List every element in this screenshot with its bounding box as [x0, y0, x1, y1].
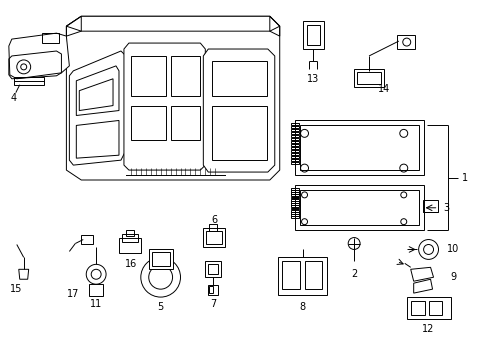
Polygon shape — [9, 33, 70, 79]
Bar — [212, 61, 267, 96]
Bar — [291, 153, 298, 155]
Bar — [203, 228, 225, 247]
Bar — [206, 231, 222, 244]
Bar — [291, 150, 298, 152]
Bar — [291, 208, 298, 210]
Bar — [357, 72, 381, 84]
Text: 10: 10 — [447, 244, 460, 255]
Bar — [411, 301, 425, 315]
Polygon shape — [203, 49, 275, 172]
Circle shape — [141, 257, 180, 297]
Bar — [42, 33, 59, 43]
Text: 3: 3 — [443, 203, 449, 213]
Bar — [152, 252, 170, 266]
Polygon shape — [124, 43, 205, 170]
Text: 17: 17 — [67, 289, 79, 299]
Bar — [291, 194, 298, 196]
Text: 5: 5 — [157, 302, 164, 312]
Polygon shape — [66, 16, 280, 180]
Text: 12: 12 — [422, 324, 435, 334]
Bar — [291, 188, 298, 190]
Bar — [291, 138, 298, 140]
Text: 16: 16 — [125, 259, 137, 269]
Bar — [291, 199, 298, 201]
Bar — [171, 56, 200, 96]
Circle shape — [418, 239, 439, 260]
Bar — [119, 238, 141, 253]
Bar — [291, 123, 298, 125]
Bar — [209, 224, 217, 231]
Bar — [149, 249, 172, 269]
Bar — [291, 216, 298, 218]
Bar — [294, 121, 424, 175]
Bar — [291, 201, 298, 203]
Bar — [305, 261, 322, 289]
Text: 1: 1 — [462, 173, 468, 183]
Bar — [291, 147, 298, 149]
Bar — [294, 185, 424, 230]
Bar — [81, 235, 93, 243]
Bar — [291, 192, 298, 194]
Text: 4: 4 — [11, 93, 17, 103]
Bar — [282, 261, 299, 289]
Bar — [126, 230, 134, 235]
Bar — [422, 200, 438, 212]
Bar — [299, 190, 418, 225]
Text: 15: 15 — [10, 284, 22, 294]
Bar — [208, 285, 218, 295]
Bar — [291, 212, 298, 214]
Bar — [354, 69, 384, 87]
Bar — [291, 141, 298, 143]
Circle shape — [348, 238, 360, 249]
Bar — [291, 126, 298, 129]
Bar — [291, 197, 298, 198]
Bar — [302, 21, 324, 49]
Polygon shape — [66, 16, 280, 31]
Bar — [307, 25, 320, 45]
Bar — [291, 135, 298, 137]
Bar — [122, 234, 138, 242]
Bar — [205, 261, 221, 277]
Text: 8: 8 — [299, 302, 306, 312]
Bar — [171, 105, 200, 140]
Bar — [291, 206, 298, 207]
Bar — [397, 35, 415, 49]
Text: 6: 6 — [211, 215, 217, 225]
Bar — [291, 156, 298, 158]
Bar — [291, 214, 298, 216]
Bar — [208, 264, 218, 274]
Text: 7: 7 — [210, 299, 217, 309]
Text: 9: 9 — [450, 272, 457, 282]
Bar — [291, 159, 298, 161]
Bar — [407, 297, 451, 319]
Text: 13: 13 — [307, 74, 319, 84]
Bar — [209, 286, 213, 293]
Bar — [299, 125, 418, 170]
Bar — [291, 162, 298, 164]
Text: 14: 14 — [378, 84, 390, 94]
Bar — [291, 132, 298, 134]
Bar — [89, 284, 103, 296]
Bar — [212, 105, 267, 160]
Bar — [291, 190, 298, 192]
Text: 11: 11 — [90, 299, 102, 309]
Bar — [131, 105, 166, 140]
Text: 2: 2 — [351, 269, 357, 279]
Bar — [14, 77, 44, 85]
Bar — [291, 210, 298, 212]
Bar — [291, 203, 298, 205]
Bar — [291, 144, 298, 146]
Bar — [278, 257, 327, 295]
Bar — [291, 129, 298, 131]
Bar — [131, 56, 166, 96]
Bar — [429, 301, 442, 315]
